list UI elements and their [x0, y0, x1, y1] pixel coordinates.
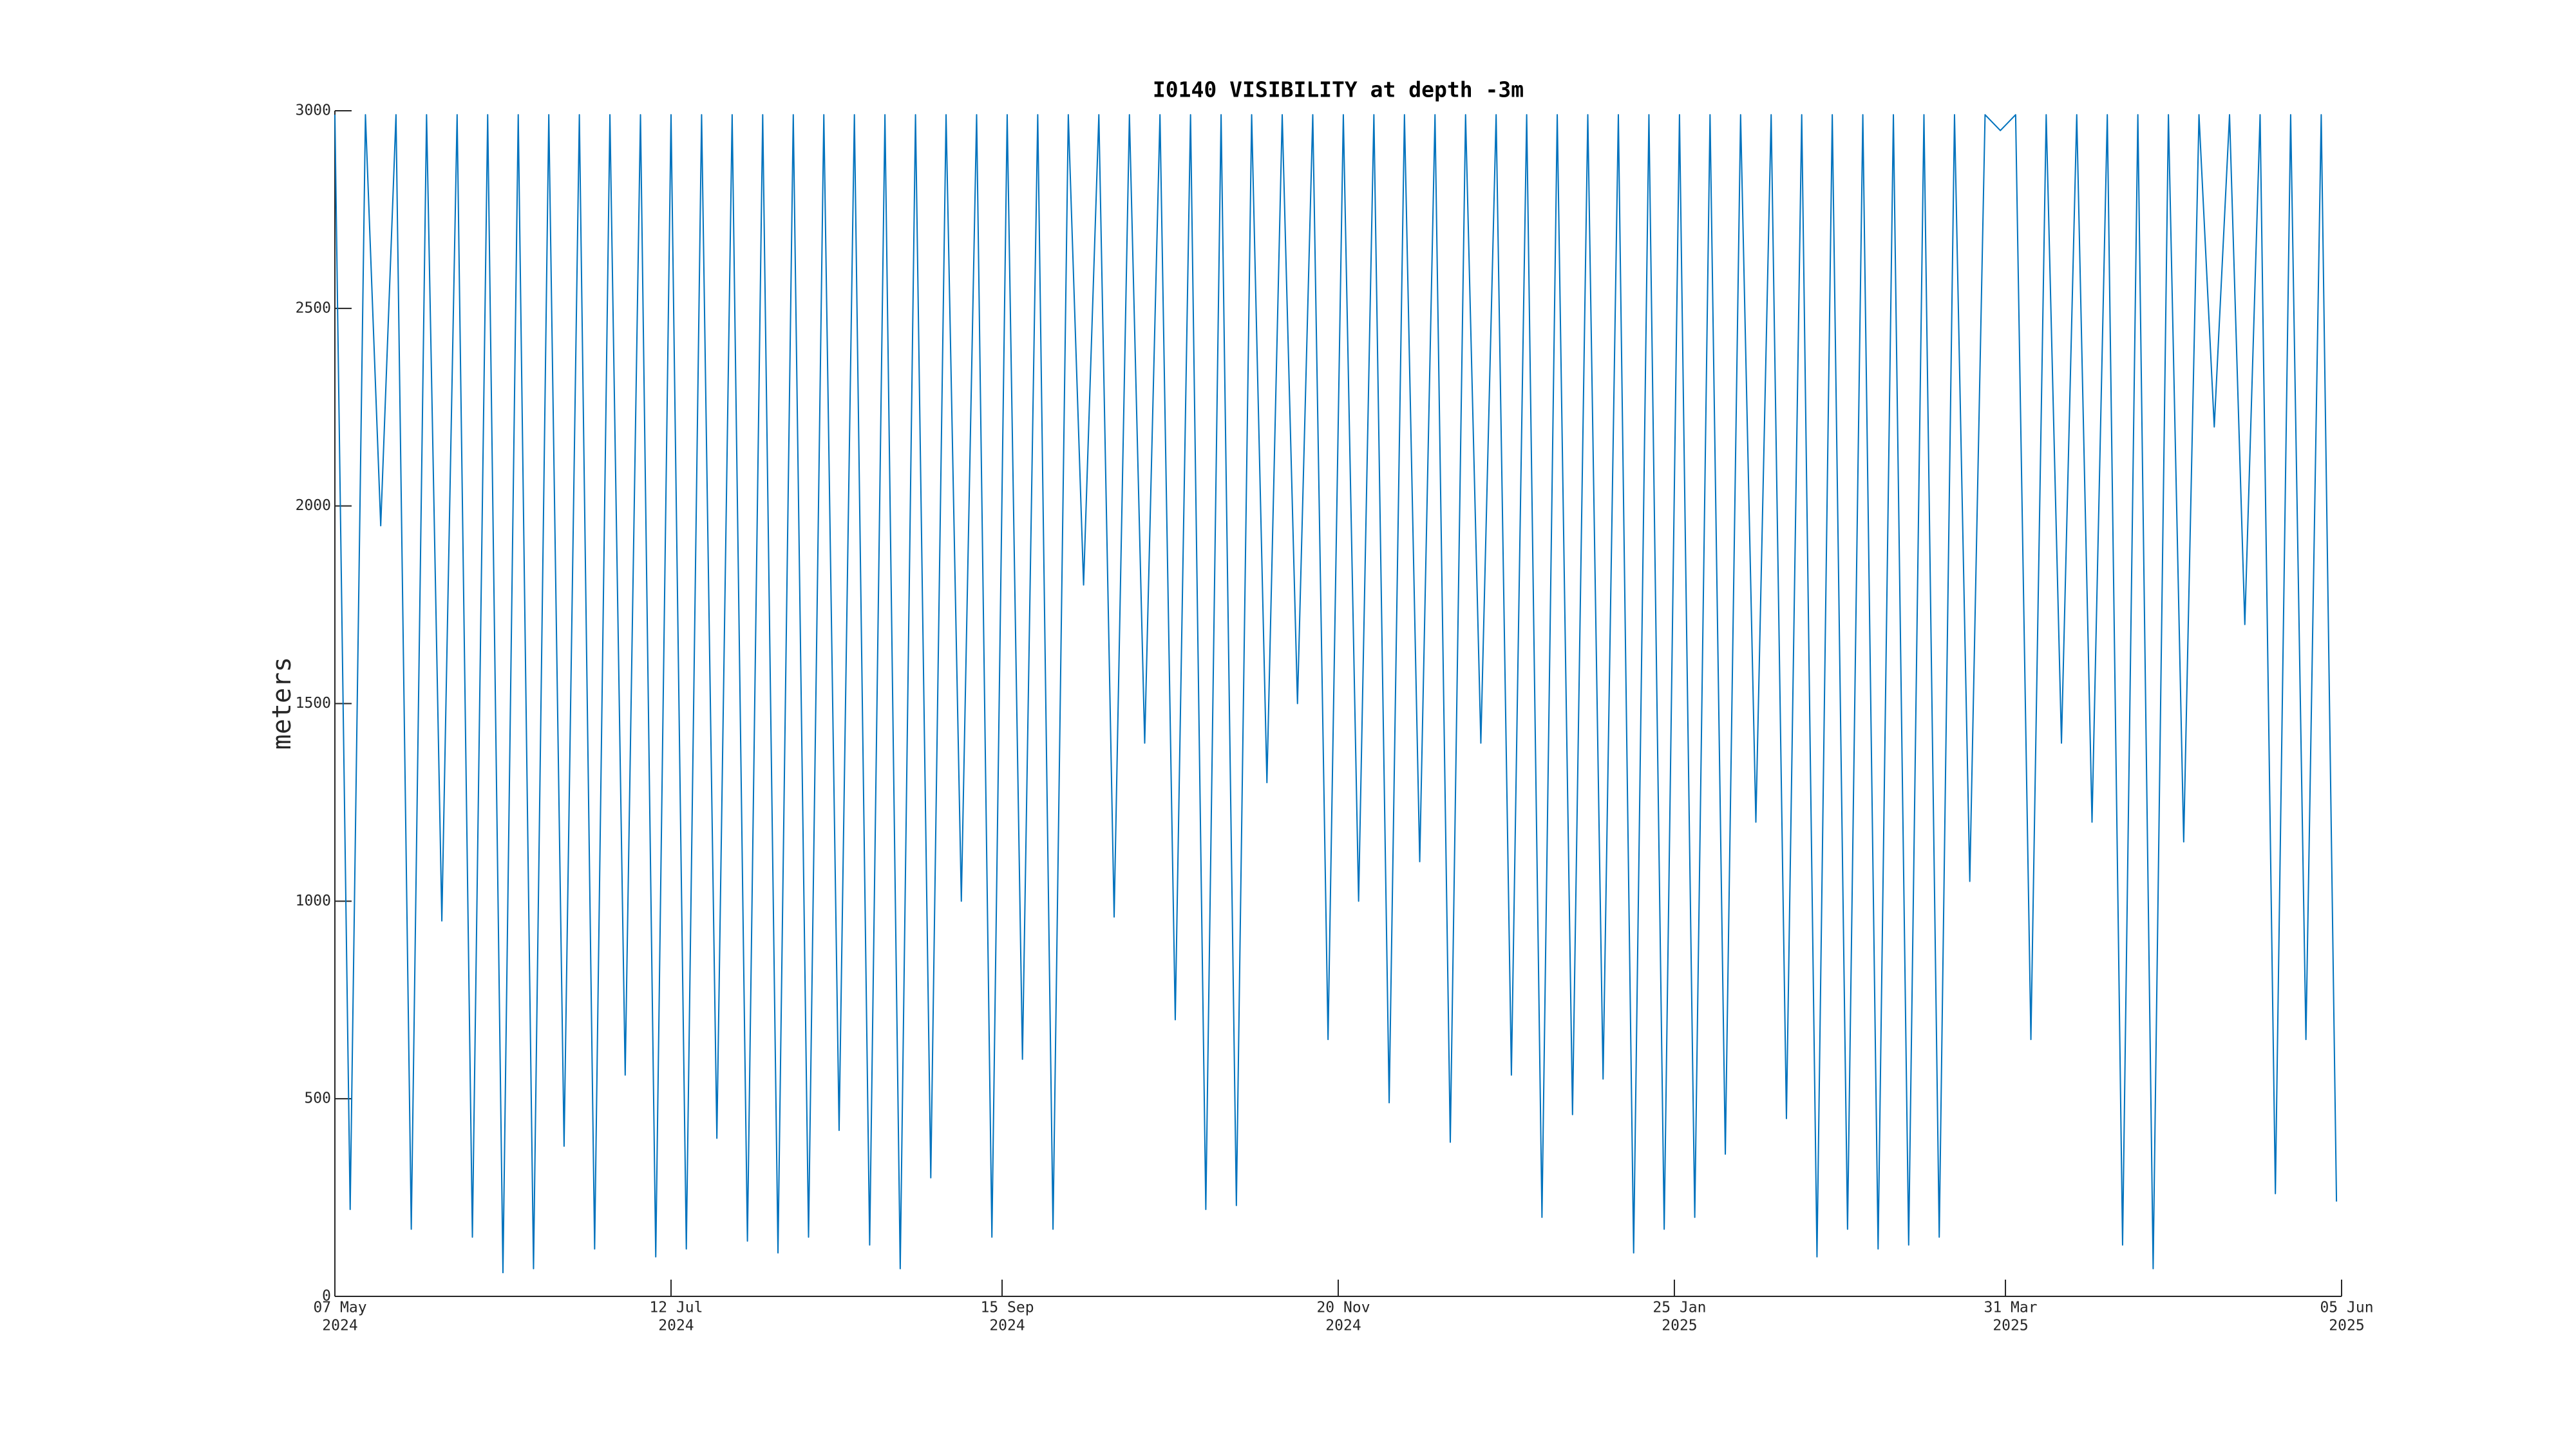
x-tick-label: 15 Sep [980, 1300, 1034, 1316]
chart-title: I0140 VISIBILITY at depth -3m [1153, 77, 1524, 102]
x-tick-label: 12 Jul [649, 1300, 703, 1316]
x-tick-label: 2024 [989, 1318, 1025, 1334]
x-tick-label: 2024 [322, 1318, 357, 1334]
x-tick-label: 2025 [1662, 1318, 1697, 1334]
x-tick-label: 2024 [658, 1318, 694, 1334]
x-tick-label: 25 Jan [1653, 1300, 1706, 1316]
x-tick-label: 2025 [1993, 1318, 2028, 1334]
y-tick-label: 1000 [296, 893, 331, 909]
x-tick-label: 07 May [313, 1300, 366, 1316]
x-tick-label: 05 Jun [2320, 1300, 2373, 1316]
y-tick-label: 2500 [296, 299, 331, 316]
x-tick-label: 2025 [2329, 1318, 2364, 1334]
y-axis-label: meters [267, 657, 297, 750]
y-tick-label: 500 [304, 1090, 331, 1107]
x-tick-label: 20 Nov [1316, 1300, 1370, 1316]
y-tick-label: 0 [322, 1288, 331, 1305]
data-line [334, 114, 2338, 1274]
y-tick-label: 3000 [296, 102, 331, 119]
x-tick-label: 2024 [1325, 1318, 1361, 1334]
x-tick-label: 31 Mar [1984, 1300, 2037, 1316]
y-tick-label: 2000 [296, 497, 331, 514]
y-tick-label: 1500 [296, 695, 331, 712]
